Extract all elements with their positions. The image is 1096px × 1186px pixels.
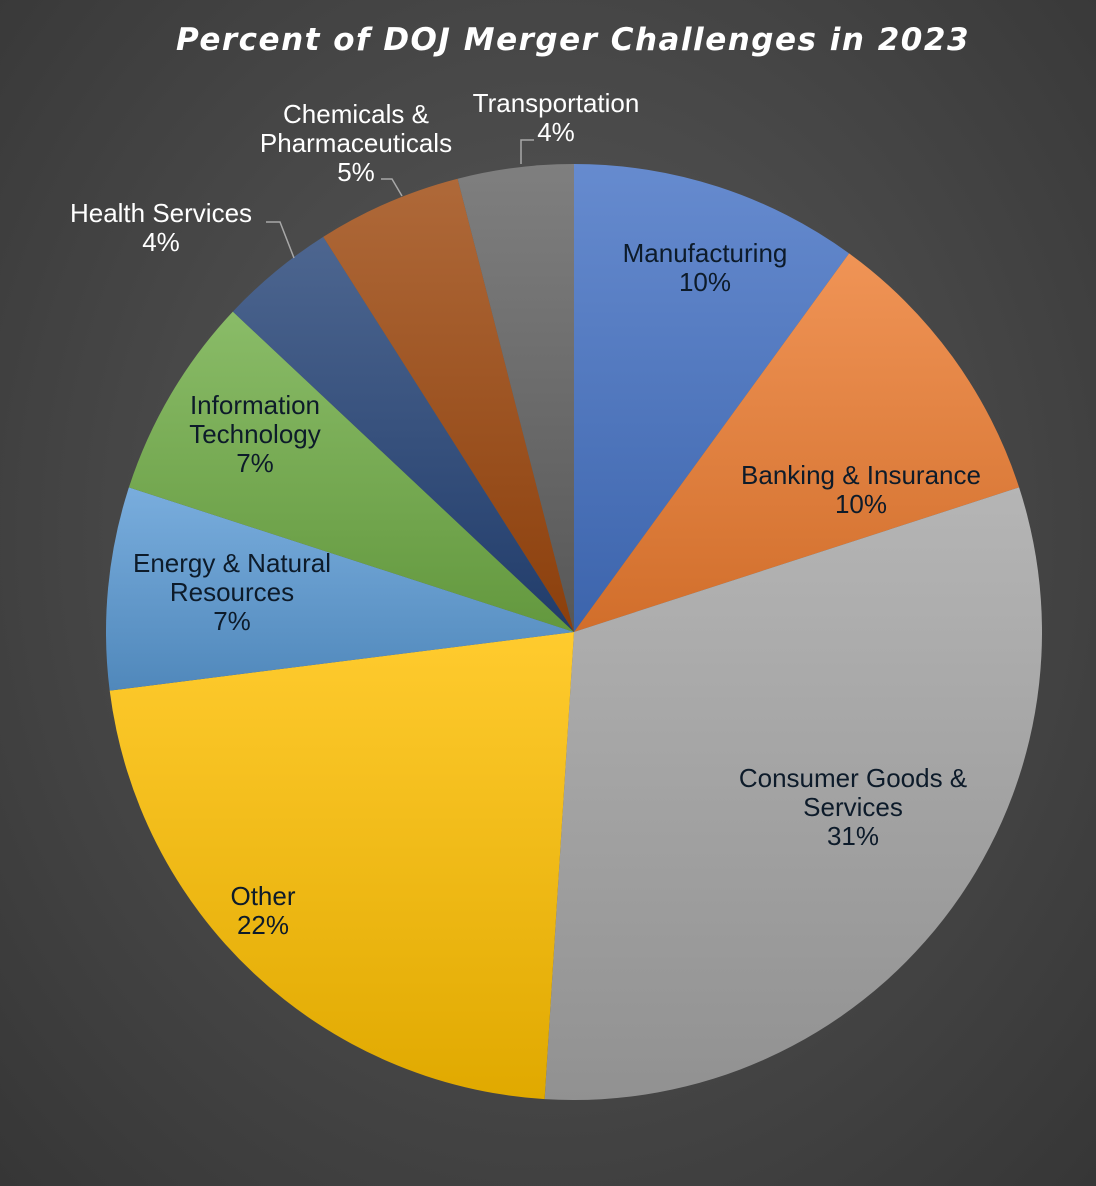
- label-name-energy-and-natural-resources: Energy & Natural: [133, 548, 331, 578]
- label-consumer-goods-and-services: Consumer Goods & Services 31%: [739, 763, 967, 851]
- label-other: Other 22%: [230, 881, 295, 940]
- label-name-banking-and-insurance: Banking & Insurance: [741, 460, 981, 490]
- slice-energy-and-natural-resources: [106, 487, 574, 691]
- slice-chemicals-and-pharmaceuticals: [323, 178, 574, 632]
- label-energy-and-natural-resources: Energy & Natural Resources 7%: [133, 548, 331, 636]
- slice-consumer-goods-and-services: [544, 487, 1042, 1101]
- leader-line-transportation: [520, 139, 534, 164]
- slice-health-services: [232, 236, 574, 632]
- slice-banking-and-insurance: [574, 253, 1020, 632]
- slice-manufacturing: [574, 164, 850, 632]
- leader-lines: [266, 139, 534, 259]
- label-name-information-technology: Technology: [189, 419, 321, 449]
- label-name-other: Other: [230, 881, 295, 911]
- label-value-banking-and-insurance: 10%: [835, 489, 887, 519]
- label-name-manufacturing: Manufacturing: [623, 238, 788, 268]
- label-information-technology: Information Technology 7%: [189, 390, 321, 478]
- label-name-chemicals-and-pharmaceuticals: Chemicals &: [283, 99, 429, 129]
- label-value-energy-and-natural-resources: 7%: [213, 606, 251, 636]
- label-health-services: Health Services 4%: [70, 198, 252, 257]
- label-value-health-services: 4%: [142, 227, 180, 257]
- label-name-transportation: Transportation: [473, 88, 640, 118]
- chart-title: Percent of DOJ Merger Challenges in 2023: [175, 22, 971, 58]
- pie-slices: [106, 164, 1042, 1101]
- label-transportation: Transportation 4%: [473, 88, 640, 147]
- label-name-chemicals-and-pharmaceuticals: Pharmaceuticals: [260, 128, 452, 158]
- label-banking-and-insurance: Banking & Insurance 10%: [741, 460, 981, 519]
- label-value-transportation: 4%: [537, 117, 575, 147]
- label-name-consumer-goods-and-services: Consumer Goods &: [739, 763, 967, 793]
- slice-information-technology: [128, 311, 574, 632]
- leader-line-health-services: [266, 221, 295, 259]
- label-value-other: 22%: [237, 910, 289, 940]
- leader-line-chemicals-and-pharmaceuticals: [381, 178, 403, 197]
- label-value-chemicals-and-pharmaceuticals: 5%: [337, 157, 375, 187]
- label-value-consumer-goods-and-services: 31%: [827, 821, 879, 851]
- slice-transportation: [457, 164, 574, 632]
- label-value-information-technology: 7%: [236, 448, 274, 478]
- label-chemicals-and-pharmaceuticals: Chemicals & Pharmaceuticals 5%: [260, 99, 452, 187]
- label-name-health-services: Health Services: [70, 198, 252, 228]
- label-name-energy-and-natural-resources: Resources: [170, 577, 294, 607]
- slice-labels: Manufacturing 10%Banking & Insurance 10%Co…: [70, 88, 981, 940]
- label-name-information-technology: Information: [190, 390, 320, 420]
- label-manufacturing: Manufacturing 10%: [623, 238, 788, 297]
- slice-other: [109, 632, 574, 1100]
- label-value-manufacturing: 10%: [679, 267, 731, 297]
- label-name-consumer-goods-and-services: Services: [803, 792, 903, 822]
